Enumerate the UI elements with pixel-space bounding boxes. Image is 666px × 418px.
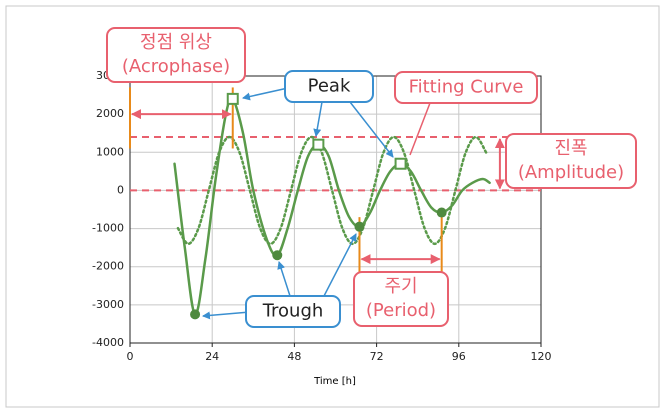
annotation-box <box>106 27 246 83</box>
y-tick-label: 2000 <box>96 107 124 120</box>
x-tick-label: 120 <box>531 350 552 363</box>
pointer-arrow <box>242 87 289 101</box>
pointer-arrow <box>202 311 251 320</box>
y-tick-label: -4000 <box>92 336 124 349</box>
peak-marker <box>394 157 407 170</box>
y-tick-label: 1000 <box>96 145 124 158</box>
annotation-text: 주기 <box>384 276 417 297</box>
annotation-box <box>284 70 374 103</box>
annotation-text: Trough <box>262 301 324 322</box>
x-tick-label: 0 <box>127 350 134 363</box>
x-tick-label: 24 <box>205 350 219 363</box>
annotation-box <box>505 133 637 189</box>
annotation-text: (Acrophase) <box>122 56 230 77</box>
annotation-text: Fitting Curve <box>409 77 524 98</box>
x-axis-label: Time [h] <box>313 376 356 387</box>
y-tick-label: -2000 <box>92 260 124 273</box>
annotation-text: (Period) <box>366 300 436 321</box>
pointer-arrow <box>277 261 291 297</box>
pointer-arrow <box>313 101 323 137</box>
x-tick-label: 48 <box>287 350 301 363</box>
x-tick-label: 72 <box>370 350 384 363</box>
pointer-arrow <box>323 233 357 297</box>
y-tick-label: -1000 <box>92 222 124 235</box>
annotation-box <box>353 271 449 327</box>
trough-marker <box>354 221 365 232</box>
trough-marker <box>272 250 283 261</box>
annotation-box <box>394 71 538 104</box>
annotation-box <box>245 295 341 328</box>
annotation-text: (Amplitude) <box>518 162 624 183</box>
peak-marker <box>312 138 325 151</box>
fitting-curve <box>176 135 488 246</box>
pointer-line <box>409 102 431 156</box>
pointer-arrow <box>349 101 394 158</box>
peak-marker <box>226 92 239 105</box>
y-tick-label: 0 <box>117 183 124 196</box>
trough-marker <box>190 309 201 320</box>
y-tick-label: -3000 <box>92 298 124 311</box>
annotation-text: Peak <box>308 76 351 97</box>
annotation-text: 정점 위상 <box>140 32 212 53</box>
annotation-text: 진폭 <box>554 138 587 159</box>
trough-marker <box>436 207 447 218</box>
x-tick-label: 96 <box>452 350 466 363</box>
